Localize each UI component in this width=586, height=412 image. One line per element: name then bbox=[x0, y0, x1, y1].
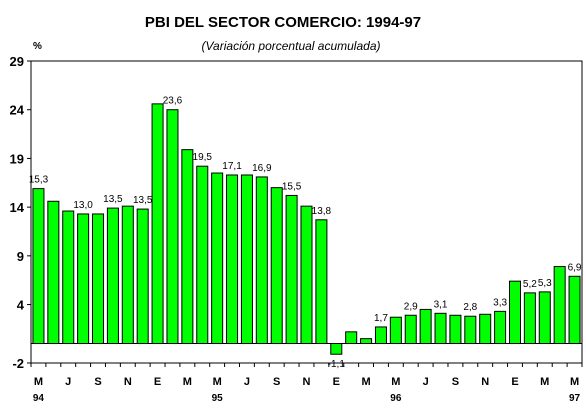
bar bbox=[464, 315, 477, 345]
x-tick-label: N bbox=[303, 376, 311, 388]
bar bbox=[553, 266, 566, 345]
bar bbox=[240, 174, 253, 345]
x-tick-label: N bbox=[481, 376, 489, 388]
data-label: 15,3 bbox=[29, 175, 49, 186]
bar bbox=[434, 312, 447, 345]
bar bbox=[47, 200, 60, 345]
data-labels: 15,3 13,0 13,5 13,5 23,6 19,5 17,1 16,9 15,5 13,8… bbox=[29, 96, 582, 371]
bar bbox=[285, 194, 298, 345]
bar-series bbox=[32, 103, 581, 355]
x-axis-years: 94 95 96 97 bbox=[33, 393, 581, 404]
x-tick-label: J bbox=[244, 376, 250, 388]
y-tick-label: 19 bbox=[10, 151, 24, 166]
bar bbox=[538, 291, 551, 345]
bar bbox=[345, 331, 358, 345]
data-label: 13,5 bbox=[133, 195, 153, 206]
data-label: 5,3 bbox=[538, 278, 552, 289]
x-tick-label: E bbox=[511, 376, 518, 388]
y-tick-label: 29 bbox=[10, 54, 24, 69]
bar bbox=[419, 308, 432, 345]
y-tick-label: 14 bbox=[10, 200, 25, 215]
year-label: 94 bbox=[33, 393, 45, 404]
x-tick-label: J bbox=[65, 376, 71, 388]
x-tick-label: M bbox=[361, 376, 370, 388]
data-label: 19,5 bbox=[193, 152, 213, 163]
bar bbox=[270, 187, 283, 345]
x-tick-label: N bbox=[124, 376, 132, 388]
bar bbox=[181, 149, 194, 345]
data-label: -1,1 bbox=[328, 359, 346, 370]
y-tick-label: 24 bbox=[10, 103, 25, 118]
data-label: 6,9 bbox=[568, 262, 582, 273]
data-label: 5,2 bbox=[523, 279, 537, 290]
data-label: 13,5 bbox=[103, 194, 123, 205]
data-label: 16,9 bbox=[252, 163, 272, 174]
data-label: 17,1 bbox=[222, 161, 242, 172]
bar bbox=[360, 338, 373, 345]
x-tick-label: M bbox=[570, 376, 579, 388]
x-tick-label: E bbox=[333, 376, 340, 388]
y-axis: -2 4 9 14 19 24 29 bbox=[10, 54, 31, 371]
bar bbox=[62, 210, 75, 345]
x-tick-label: S bbox=[273, 376, 280, 388]
bar bbox=[32, 188, 45, 345]
x-tick-label: S bbox=[452, 376, 459, 388]
data-label: 13,8 bbox=[312, 206, 332, 217]
bar bbox=[508, 280, 522, 345]
data-label: 2,9 bbox=[404, 301, 418, 312]
data-label: 1,7 bbox=[374, 313, 388, 324]
x-tick-label: E bbox=[154, 376, 161, 388]
x-tick-label: M bbox=[183, 376, 192, 388]
x-tick-label: M bbox=[391, 376, 400, 388]
bar bbox=[300, 205, 313, 345]
bar bbox=[92, 213, 105, 345]
bar bbox=[374, 326, 387, 345]
y-tick-label: 4 bbox=[17, 298, 25, 313]
bar bbox=[479, 313, 492, 345]
x-tick-label: M bbox=[213, 376, 222, 388]
bar bbox=[121, 205, 134, 345]
bar bbox=[226, 174, 239, 345]
y-axis-unit: % bbox=[33, 41, 42, 52]
x-tick-label: M bbox=[540, 376, 549, 388]
bar bbox=[151, 103, 164, 345]
bar bbox=[315, 219, 328, 345]
bar bbox=[389, 316, 402, 345]
bar bbox=[166, 109, 179, 345]
chart-subtitle: (Variación porcentual acumulada) bbox=[202, 39, 381, 53]
bar bbox=[568, 275, 581, 345]
year-label: 96 bbox=[390, 393, 402, 404]
y-tick-label: -2 bbox=[12, 356, 24, 371]
data-label: 3,3 bbox=[493, 297, 507, 308]
y-tick-label: 9 bbox=[17, 249, 24, 264]
bar bbox=[196, 165, 209, 345]
bar bbox=[404, 314, 417, 345]
year-label: 97 bbox=[569, 393, 581, 404]
bar bbox=[449, 314, 462, 345]
chart-title: PBI DEL SECTOR COMERCIO: 1994-97 bbox=[145, 14, 421, 31]
bar bbox=[330, 343, 343, 355]
year-label: 95 bbox=[212, 393, 224, 404]
data-label: 15,5 bbox=[282, 181, 302, 192]
data-label: 23,6 bbox=[163, 96, 183, 107]
bar bbox=[77, 213, 90, 345]
data-label: 3,1 bbox=[434, 299, 448, 310]
bar bbox=[255, 176, 268, 345]
x-tick-label: M bbox=[34, 376, 43, 388]
data-label: 2,8 bbox=[463, 302, 477, 313]
bar bbox=[211, 172, 224, 345]
bar bbox=[494, 310, 507, 345]
bar bbox=[523, 292, 536, 345]
x-tick-label: S bbox=[94, 376, 101, 388]
bar bbox=[136, 208, 149, 345]
data-label: 13,0 bbox=[73, 200, 93, 211]
bar bbox=[106, 207, 119, 345]
x-tick-label: J bbox=[423, 376, 429, 388]
